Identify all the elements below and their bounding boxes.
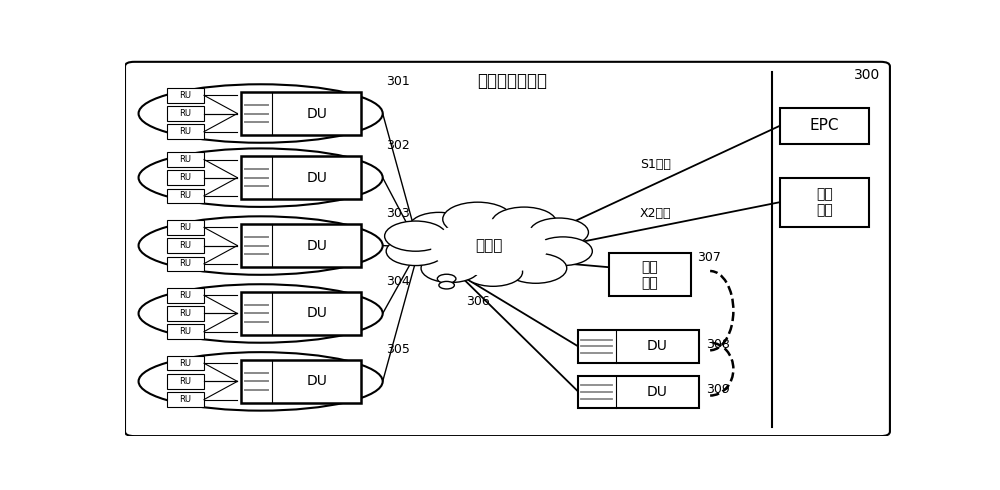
FancyBboxPatch shape	[167, 152, 204, 167]
FancyBboxPatch shape	[167, 356, 204, 370]
Text: 无线接入的系统: 无线接入的系统	[478, 72, 548, 90]
Circle shape	[409, 212, 468, 241]
Text: DU: DU	[306, 106, 327, 121]
Text: DU: DU	[306, 306, 327, 320]
FancyBboxPatch shape	[241, 360, 361, 403]
Text: RU: RU	[179, 395, 191, 404]
FancyBboxPatch shape	[578, 376, 698, 408]
FancyBboxPatch shape	[241, 156, 361, 199]
Circle shape	[437, 274, 456, 283]
Text: 300: 300	[854, 68, 881, 82]
Circle shape	[492, 207, 557, 239]
Text: 其它
基站: 其它 基站	[816, 187, 833, 217]
Circle shape	[421, 254, 480, 283]
Circle shape	[530, 218, 588, 246]
Text: 305: 305	[387, 343, 410, 356]
Text: RU: RU	[179, 377, 191, 386]
FancyBboxPatch shape	[167, 106, 204, 121]
Text: 307: 307	[697, 251, 721, 264]
Text: RU: RU	[179, 191, 191, 200]
Text: RU: RU	[179, 155, 191, 164]
Text: RU: RU	[179, 109, 191, 118]
Text: 306: 306	[466, 294, 490, 308]
Text: RU: RU	[179, 291, 191, 300]
FancyBboxPatch shape	[167, 124, 204, 139]
Text: 303: 303	[387, 207, 410, 220]
Circle shape	[505, 253, 567, 283]
FancyBboxPatch shape	[167, 256, 204, 271]
FancyBboxPatch shape	[167, 288, 204, 302]
FancyBboxPatch shape	[125, 62, 890, 436]
FancyBboxPatch shape	[241, 224, 361, 267]
FancyBboxPatch shape	[241, 92, 361, 135]
Text: 传输网: 传输网	[476, 238, 503, 253]
FancyBboxPatch shape	[167, 392, 204, 407]
Circle shape	[431, 219, 547, 276]
FancyBboxPatch shape	[167, 239, 204, 253]
FancyBboxPatch shape	[167, 374, 204, 389]
Circle shape	[464, 258, 523, 286]
Text: DU: DU	[306, 171, 327, 185]
Text: DU: DU	[306, 374, 327, 389]
Text: 301: 301	[387, 75, 410, 88]
Text: RU: RU	[179, 127, 191, 136]
Circle shape	[443, 202, 512, 236]
FancyBboxPatch shape	[241, 292, 361, 335]
Circle shape	[385, 221, 447, 251]
Text: RU: RU	[179, 309, 191, 318]
Text: RU: RU	[179, 173, 191, 182]
FancyBboxPatch shape	[167, 171, 204, 185]
Text: EPC: EPC	[810, 118, 839, 133]
FancyBboxPatch shape	[167, 306, 204, 320]
Text: DU: DU	[306, 239, 327, 252]
Text: DU: DU	[647, 340, 667, 353]
FancyBboxPatch shape	[167, 324, 204, 339]
Text: RU: RU	[179, 359, 191, 368]
Text: X2信号: X2信号	[640, 207, 672, 220]
FancyBboxPatch shape	[167, 189, 204, 203]
Text: 交换
设备: 交换 设备	[642, 260, 658, 290]
Ellipse shape	[139, 148, 383, 207]
FancyBboxPatch shape	[167, 88, 204, 102]
Text: RU: RU	[179, 91, 191, 100]
Circle shape	[386, 237, 445, 266]
FancyBboxPatch shape	[609, 253, 691, 296]
Text: RU: RU	[179, 327, 191, 336]
Text: 309: 309	[706, 383, 730, 396]
FancyBboxPatch shape	[780, 108, 869, 144]
Text: 304: 304	[387, 275, 410, 288]
Circle shape	[439, 281, 454, 289]
FancyBboxPatch shape	[578, 330, 698, 363]
Text: RU: RU	[179, 241, 191, 250]
Ellipse shape	[139, 284, 383, 343]
Text: S1信号: S1信号	[640, 158, 671, 171]
Text: RU: RU	[179, 259, 191, 268]
FancyBboxPatch shape	[780, 178, 869, 227]
Circle shape	[533, 237, 592, 266]
Ellipse shape	[139, 216, 383, 275]
Text: RU: RU	[179, 223, 191, 232]
Text: DU: DU	[647, 385, 667, 399]
Text: 308: 308	[706, 338, 730, 351]
Ellipse shape	[139, 352, 383, 411]
Ellipse shape	[139, 84, 383, 143]
FancyBboxPatch shape	[167, 220, 204, 235]
Text: 302: 302	[387, 139, 410, 152]
